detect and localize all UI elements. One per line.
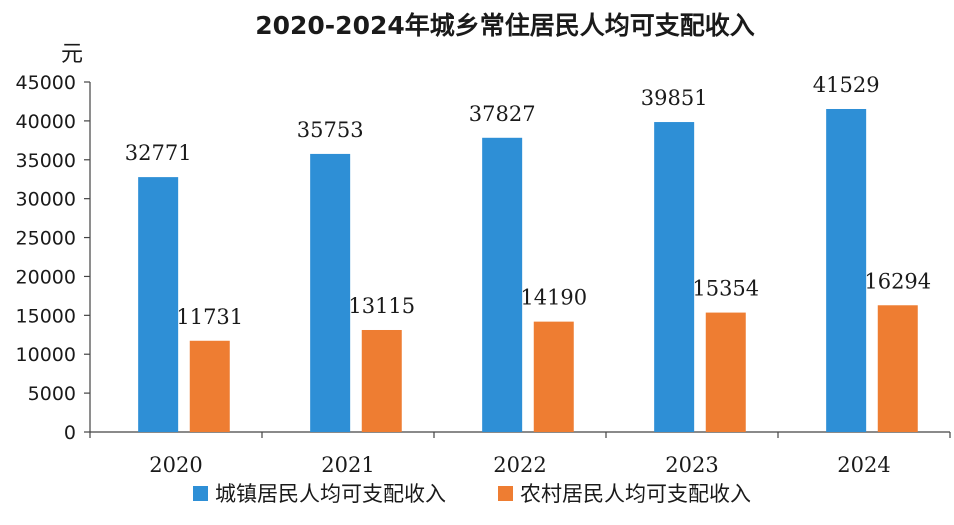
y-tick-label: 40000 bbox=[16, 111, 76, 133]
legend-swatch-urban bbox=[193, 486, 208, 501]
data-label: 32771 bbox=[125, 141, 192, 165]
y-tick-label: 25000 bbox=[16, 228, 76, 250]
y-tick-label: 45000 bbox=[16, 72, 76, 94]
data-label: 13115 bbox=[348, 294, 415, 318]
y-tick-label: 15000 bbox=[16, 305, 76, 327]
legend: 城镇居民人均可支配收入 农村居民人均可支配收入 bbox=[193, 482, 751, 506]
data-label: 41529 bbox=[813, 73, 880, 97]
y-tick-label: 30000 bbox=[16, 189, 76, 211]
bar-rural-2021 bbox=[361, 329, 402, 432]
x-tick-label: 2020 bbox=[149, 453, 202, 477]
bar-urban-2024 bbox=[826, 108, 867, 432]
chart-title: 2020-2024年城乡常住居民人均可支配收入 bbox=[255, 11, 755, 40]
x-tick-label: 2024 bbox=[837, 453, 890, 477]
bar-urban-2021 bbox=[310, 153, 351, 432]
data-label: 39851 bbox=[641, 86, 708, 110]
data-label: 16294 bbox=[864, 269, 931, 293]
data-labels: 32771 35753 37827 39851 41529 11731 13115 14190… bbox=[125, 73, 931, 329]
bar-urban-2022 bbox=[482, 137, 523, 433]
bar-rural-2020 bbox=[189, 340, 230, 432]
y-tick-label: 0 bbox=[64, 422, 76, 444]
y-tick-label: 35000 bbox=[16, 150, 76, 172]
x-tick-label: 2021 bbox=[321, 453, 374, 477]
y-tick-label: 20000 bbox=[16, 266, 76, 288]
x-tick-label: 2023 bbox=[665, 453, 718, 477]
y-tick-label: 10000 bbox=[16, 344, 76, 366]
y-axis-unit: 元 bbox=[61, 42, 83, 67]
bar-rural-2022 bbox=[533, 321, 574, 432]
y-tick-label: 5000 bbox=[28, 383, 76, 405]
data-label: 15354 bbox=[692, 277, 759, 301]
legend-label: 城镇居民人均可支配收入 bbox=[215, 482, 446, 506]
data-label: 35753 bbox=[297, 118, 364, 142]
bar-rural-2023 bbox=[705, 312, 746, 432]
data-label: 11731 bbox=[176, 305, 243, 329]
data-label: 37827 bbox=[469, 102, 536, 126]
axes: 0 5000 10000 15000 20000 25000 30000 35000 40000… bbox=[16, 72, 951, 477]
bar-urban-2020 bbox=[138, 177, 179, 432]
bar-rural-2024 bbox=[877, 305, 918, 432]
data-label: 14190 bbox=[520, 286, 587, 310]
bars bbox=[138, 108, 918, 433]
x-tick-label: 2022 bbox=[493, 453, 546, 477]
legend-swatch-rural bbox=[498, 486, 513, 501]
legend-label: 农村居民人均可支配收入 bbox=[520, 482, 751, 506]
bar-urban-2023 bbox=[654, 122, 695, 432]
